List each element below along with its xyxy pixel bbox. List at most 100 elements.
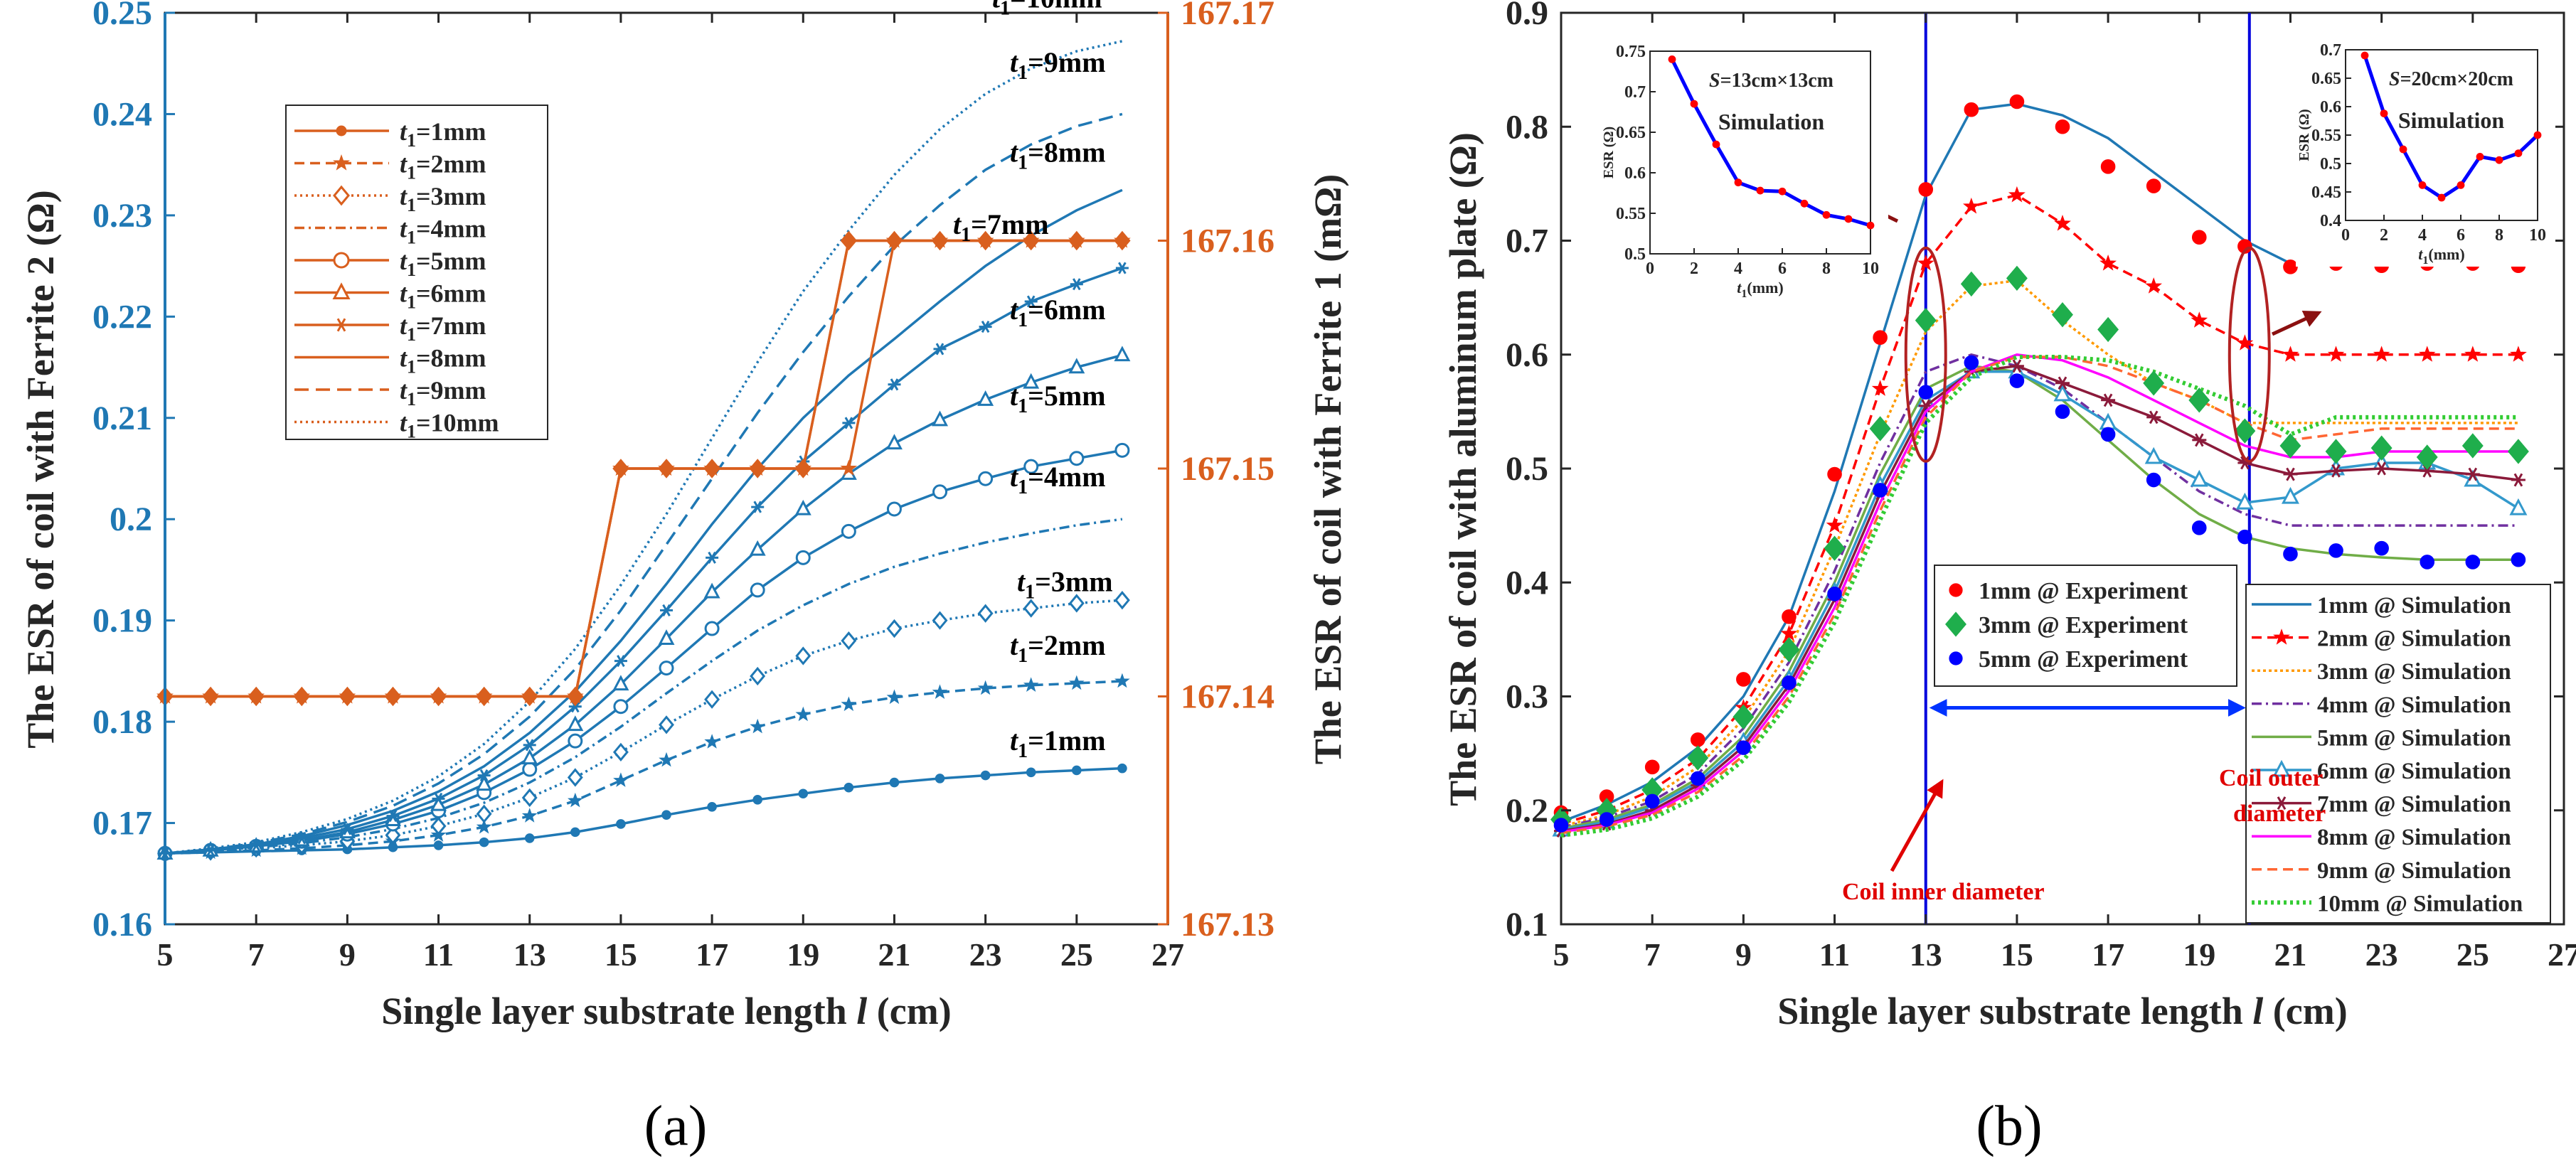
data-point-6mm [794, 499, 811, 515]
experiment-point-3mm [1824, 535, 1846, 561]
y-tick-label-left: 0.19 [92, 602, 152, 640]
experiment-point-5mm [2374, 540, 2389, 556]
simulation-point [2281, 486, 2299, 504]
inset-x-tick-label: 0 [1646, 260, 1654, 278]
inset-y-tick-label: 0.5 [2320, 155, 2341, 173]
panel-b-caption: (b) [1976, 1095, 2042, 1157]
data-point-6mm [476, 775, 493, 791]
data-point-3mm [1023, 599, 1039, 618]
inset-y-tick-label: 0.5 [1624, 245, 1646, 264]
x-tick-label: 17 [696, 936, 728, 973]
x-tick-label: 9 [1735, 936, 1752, 973]
y-tick-label-right: 167.17 [1181, 0, 1274, 32]
data-point-ferrite1 [339, 686, 356, 707]
simulation-point [2192, 433, 2207, 447]
inset-left-point [1712, 140, 1720, 149]
simulation-point [2235, 492, 2254, 510]
data-point-1mm [980, 770, 991, 781]
series-line-ferrite2-2mm [164, 680, 1122, 855]
simulation-point [1780, 624, 1798, 641]
data-point-ferrite1 [658, 459, 675, 478]
legend-label: 10mm @ Simulation [2317, 891, 2523, 916]
inset-y-tick-label: 0.4 [2320, 212, 2341, 230]
panel-b-x-axis-label: Single layer substrate length l (cm) [1777, 990, 2347, 1032]
data-point-2mm [932, 684, 948, 699]
curve-label-3mm: t1=3mm [1017, 565, 1113, 603]
simulation-point [2008, 186, 2026, 203]
data-point-6mm [384, 811, 401, 826]
legend-label: 3mm @ Experiment [1979, 612, 2188, 638]
experiment-point-1mm [2009, 94, 2025, 109]
series-line-ferrite2-6mm [164, 353, 1123, 855]
data-point-3mm [704, 690, 720, 709]
data-point-7mm [432, 792, 445, 805]
data-point-ferrite1 [1114, 230, 1131, 251]
data-point-ferrite1 [475, 686, 493, 707]
experiment-point-3mm [2416, 444, 2438, 470]
curve-label-1mm: t1=1mm [1010, 724, 1106, 762]
data-point-5mm [795, 550, 811, 565]
inset-y-tick-label: 0.7 [2320, 41, 2341, 60]
experiment-point-1mm [2191, 230, 2207, 245]
data-point-ferrite1 [885, 230, 903, 251]
series-line-ferrite2-7mm [164, 267, 1123, 855]
y-tick-label-right: 167.16 [1181, 223, 1274, 260]
experiment-point-3mm [2370, 435, 2393, 461]
data-point-3mm [430, 816, 447, 835]
simulation-point [2190, 469, 2208, 487]
data-point-3mm [476, 804, 492, 823]
inset-x-tick-label: 2 [1690, 260, 1698, 278]
data-point-6mm [703, 582, 720, 599]
legend-label: 2mm @ Simulation [2317, 626, 2511, 652]
simulation-line-10mm [1560, 355, 2518, 838]
x-tick-label: 13 [513, 936, 546, 973]
legend-label: 1mm @ Simulation [2317, 593, 2511, 619]
data-point-7mm [751, 501, 765, 513]
inset-right-x-label: t1(mm) [2418, 245, 2464, 267]
experiment-point-1mm [1827, 466, 1842, 482]
simulation-line-6mm [1560, 370, 2519, 831]
simulation-point [2282, 346, 2299, 362]
data-point-5mm [978, 471, 994, 486]
experiment-point-1mm [1690, 732, 1705, 747]
experiment-point-5mm [1599, 812, 1614, 827]
experiment-point-5mm [2420, 555, 2435, 570]
legend-label: 5mm @ Experiment [1979, 646, 2188, 673]
data-point-1mm [935, 774, 945, 784]
inset-left-point [1756, 186, 1765, 195]
experiment-point-1mm [1918, 182, 1934, 197]
y-tick-label: 0.3 [1506, 678, 1548, 716]
data-point-6mm [977, 390, 994, 406]
simulation-point [2418, 346, 2436, 362]
x-tick-label: 23 [969, 936, 1002, 973]
inset-left-point [1844, 215, 1853, 223]
legend-label: 3mm @ Simulation [2317, 659, 2511, 685]
experiment-point-1mm [2146, 178, 2161, 193]
y-tick-label: 0.2 [1506, 792, 1548, 830]
data-point-2mm [704, 734, 720, 749]
curve-label-7mm: t1=7mm [953, 208, 1049, 246]
data-point-ferrite1 [703, 459, 720, 478]
inset-right-point [2495, 156, 2503, 164]
data-point-2mm [476, 818, 492, 834]
experiment-point-3mm [2052, 301, 2073, 328]
legend-label: t1=2mm [400, 150, 486, 183]
experiment-point-3mm [1960, 271, 1982, 297]
experiment-point-3mm [1733, 704, 1755, 730]
data-point-3mm [750, 666, 766, 686]
experiment-point-5mm [2283, 546, 2298, 562]
panel-a: 5 7 9 11 13 15 17 19 21 23 25 27 0.16 0.17 0.18 0.19 0.… [19, 0, 1349, 1157]
curve-label-4mm: t1=4mm [1010, 461, 1106, 498]
data-point-2mm [750, 718, 766, 734]
x-tick-label: 21 [2274, 936, 2306, 973]
x-tick-label: 7 [248, 936, 265, 973]
y-tick-label-left: 0.2 [110, 501, 152, 538]
inset-right-point [2361, 51, 2369, 60]
y-tick-label-left: 0.17 [92, 805, 152, 843]
legend-marker [333, 154, 350, 171]
simulation-point [2374, 461, 2389, 476]
simulation-line-2mm [1560, 193, 2518, 825]
y-tick-label: 0.4 [1506, 564, 1548, 601]
inset-right-y-label: ESR (Ω) [2296, 109, 2312, 161]
data-point-6mm [612, 675, 629, 691]
